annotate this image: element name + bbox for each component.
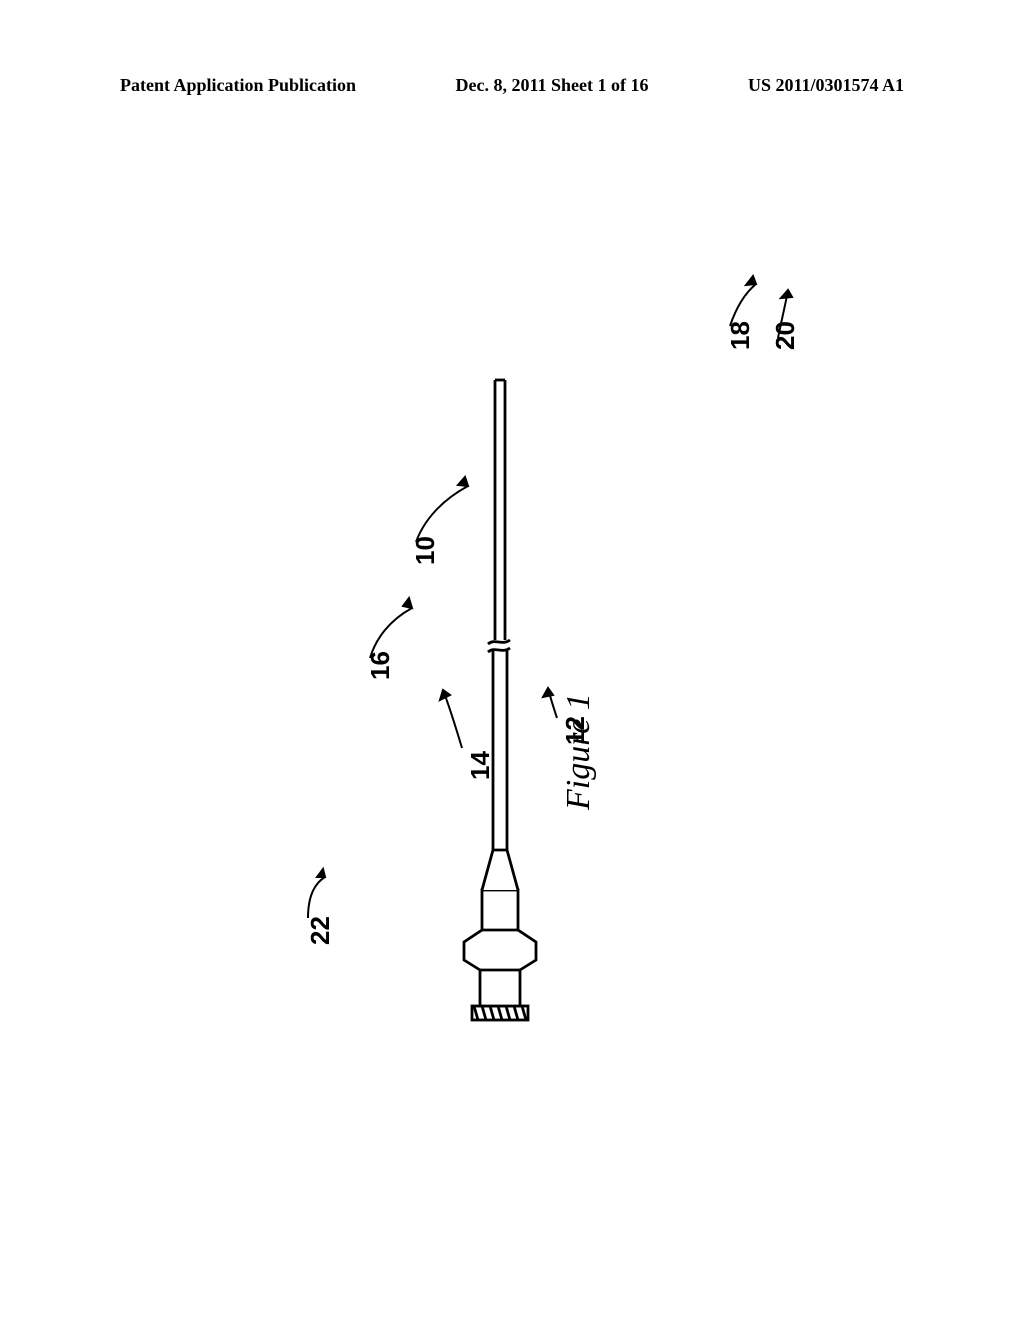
page-header: Patent Application Publication Dec. 8, 2… (0, 75, 1024, 96)
ref-18: 18 (725, 321, 756, 350)
header-center: Dec. 8, 2011 Sheet 1 of 16 (456, 75, 649, 96)
ref-20: 20 (770, 321, 801, 350)
figure-caption: Figure 1 (560, 693, 598, 810)
ref-10: 10 (410, 536, 441, 565)
ref-16: 16 (365, 651, 396, 680)
ref-22: 22 (305, 916, 336, 945)
header-left: Patent Application Publication (120, 75, 356, 96)
header-right: US 2011/0301574 A1 (748, 75, 904, 96)
patent-drawing (130, 180, 830, 1080)
ref-14: 14 (465, 751, 496, 780)
figure-area: 22 16 10 14 12 18 20 Figure 1 (130, 180, 830, 1080)
